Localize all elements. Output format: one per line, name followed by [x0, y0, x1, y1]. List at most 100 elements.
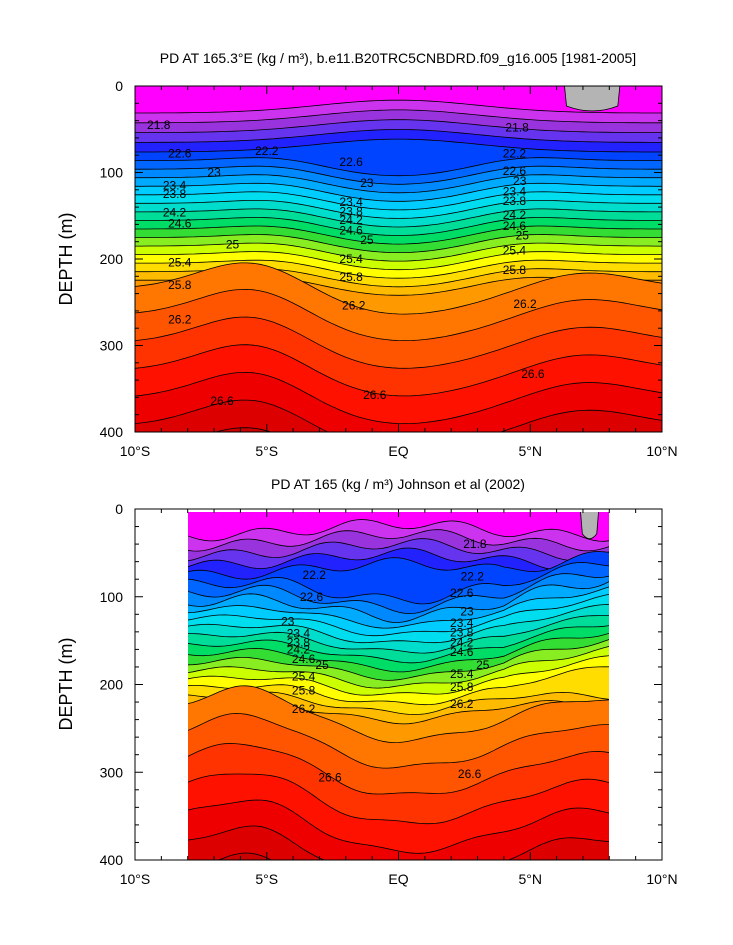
contour-band [188, 853, 609, 860]
contour-line [135, 99, 662, 114]
y-tick-label: 400 [100, 424, 124, 440]
contour-line [135, 288, 662, 342]
contour-line [135, 344, 662, 397]
contour-label: 25.4 [450, 667, 474, 681]
contour-label: 22.2 [503, 147, 527, 161]
contour-label: 26.2 [292, 702, 316, 716]
contour-line [135, 174, 662, 194]
contour-label: 24.6 [292, 652, 316, 666]
contour-label: 25 [476, 658, 490, 672]
contour-fill-model [135, 86, 662, 432]
contour-label: 25 [516, 229, 530, 243]
x-tick-label: EQ [388, 871, 408, 887]
contour-label: 23 [281, 614, 295, 628]
contour-label: 24.6 [450, 645, 474, 659]
contour-label: 22.6 [300, 590, 324, 604]
x-tick-label: 10°N [646, 443, 677, 459]
contour-label: 25 [315, 658, 329, 672]
contour-label: 24.6 [503, 219, 527, 233]
y-tick-label: 100 [100, 589, 124, 605]
contour-line [188, 743, 609, 795]
contour-label: 23.4 [503, 185, 527, 199]
contour-label: 24.2 [503, 208, 527, 222]
contour-label: 25.4 [339, 252, 363, 266]
x-tick-label: EQ [388, 443, 408, 459]
contour-label: 25.8 [292, 684, 316, 698]
chart-panel-model: PD AT 165.3°E (kg / m³), b.e11.B20TRC5CN… [56, 50, 678, 459]
contour-line [135, 242, 662, 262]
contour-line [188, 685, 609, 744]
x-tick-label: 5°S [255, 871, 278, 887]
contour-label: 25 [226, 237, 240, 251]
contour-line [135, 208, 662, 228]
contour-line [135, 138, 662, 153]
contour-label: 24.2 [287, 642, 311, 656]
contour-line [135, 234, 662, 254]
x-tick-label: 10°S [120, 871, 151, 887]
y-tick-label: 0 [115, 501, 123, 517]
contour-line [188, 615, 609, 654]
axis-ticks-observed: 10°S 5°S EQ 5°N 10°N 0 100 200 300 400 [100, 501, 678, 887]
y-tick-label: 200 [100, 677, 124, 693]
contour-line [135, 399, 662, 432]
x-tick-label: 10°N [646, 871, 677, 887]
contour-line [188, 825, 609, 860]
contour-label: 23.4 [339, 195, 363, 209]
contour-line [135, 251, 662, 271]
contour-label: 26.6 [318, 771, 342, 785]
contour-line [188, 639, 609, 681]
contour-label: 22.2 [255, 144, 279, 158]
chart-title: PD AT 165.3°E (kg / m³), b.e11.B20TRC5CN… [160, 50, 636, 66]
contour-line [188, 666, 609, 706]
contour-line [135, 316, 662, 369]
contour-label: 25.8 [503, 263, 527, 277]
y-tick-label: 200 [100, 251, 124, 267]
contour-line [188, 646, 609, 689]
y-tick-label: 0 [115, 78, 123, 94]
contour-line [188, 593, 609, 637]
y-tick-label: 100 [100, 165, 124, 181]
contour-line [188, 573, 609, 615]
contour-line [135, 165, 662, 185]
contour-label: 25.4 [503, 243, 527, 257]
x-tick-label: 5°N [519, 443, 543, 459]
contour-line [188, 586, 609, 629]
contour-label: 25.4 [168, 256, 192, 270]
contour-label: 24.2 [450, 635, 474, 649]
missing-data-region [580, 512, 599, 540]
contour-label: 23.8 [450, 626, 474, 640]
contour-band [188, 826, 609, 860]
contour-label: 22.6 [503, 164, 527, 178]
contour-label: 26.2 [450, 697, 474, 711]
contour-label: 23.8 [287, 635, 311, 649]
contour-label: 26.2 [513, 297, 537, 311]
contour-line [135, 371, 662, 425]
contour-label: 24.6 [339, 224, 363, 238]
contour-line [217, 852, 273, 860]
contour-label: 25.8 [339, 270, 363, 284]
contour-label: 22.2 [461, 570, 485, 584]
contour-label: 21.8 [505, 121, 529, 135]
contour-label: 23 [207, 166, 221, 180]
contour-label: 25.8 [168, 278, 192, 292]
contour-label: 24.2 [163, 205, 187, 219]
contour-line [135, 262, 662, 315]
y-tick-label: 300 [100, 338, 124, 354]
y-axis-label: DEPTH (m) [56, 213, 76, 306]
contour-line [135, 191, 662, 211]
contour-line [188, 773, 609, 825]
missing-data-region [564, 86, 621, 112]
contour-label: 21.8 [147, 118, 171, 132]
contour-line [135, 129, 662, 143]
contour-label: 23.4 [450, 616, 474, 630]
contour-label: 23.8 [503, 194, 527, 208]
contour-line [188, 799, 609, 854]
axis-ticks-model: 10°S 5°S EQ 5°N 10°N 0 100 200 300 400 [100, 78, 678, 459]
y-tick-label: 400 [100, 852, 124, 868]
contour-label: 26.6 [210, 394, 234, 408]
contour-line [188, 603, 609, 644]
contour-label: 22.2 [303, 568, 327, 582]
contour-label: 23 [360, 176, 374, 190]
x-tick-label: 5°S [255, 443, 278, 459]
